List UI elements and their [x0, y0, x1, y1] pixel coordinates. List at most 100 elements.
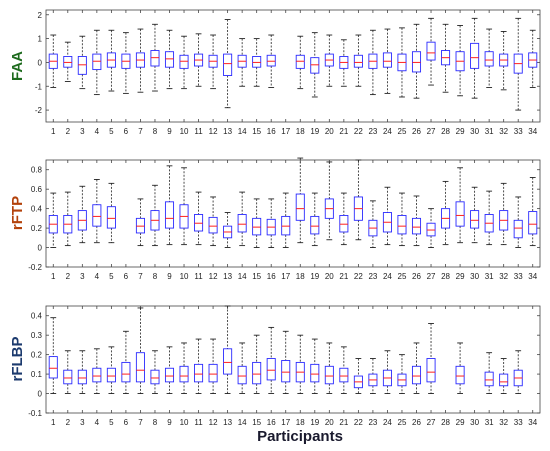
box-22 [353, 159, 363, 241]
x-tick-label: 10 [180, 418, 189, 427]
box-17 [281, 192, 291, 248]
iqr-box [150, 369, 160, 385]
iqr-box [208, 363, 218, 383]
box-14 [237, 191, 247, 247]
box-30 [470, 186, 480, 244]
iqr-box [513, 219, 523, 239]
box-20 [324, 34, 334, 87]
box-25 [397, 27, 407, 98]
x-tick-label: 20 [325, 127, 334, 136]
x-tick-label: 11 [194, 127, 203, 136]
plot-area [45, 159, 541, 268]
x-tick-label: 30 [470, 272, 479, 281]
x-tick-label: 1 [51, 418, 56, 427]
y-axis-label: rFTP [9, 196, 26, 230]
x-tick-label: 24 [383, 127, 392, 136]
box-11 [194, 338, 204, 394]
x-tick-label: 5 [109, 418, 114, 427]
x-tick-label: 30 [470, 418, 479, 427]
box-16 [266, 198, 276, 248]
x-tick-label: 3 [80, 272, 85, 281]
x-tick-label: 30 [470, 127, 479, 136]
x-tick-label: 19 [310, 127, 319, 136]
box-2 [63, 191, 73, 247]
x-tick-label: 22 [354, 127, 363, 136]
x-tick-label: 16 [267, 127, 276, 136]
box-21 [339, 346, 349, 394]
x-tick-label: 17 [281, 127, 290, 136]
y-tick-label: 0 [38, 244, 43, 253]
box-11 [194, 191, 204, 246]
box-27 [426, 208, 436, 248]
iqr-box [310, 57, 320, 74]
y-tick-label: -0.1 [28, 409, 42, 418]
x-tick-label: 24 [383, 272, 392, 281]
box-1 [48, 192, 58, 248]
box-19 [310, 192, 320, 247]
x-tick-label: 2 [66, 127, 71, 136]
x-tick-label: 16 [267, 418, 276, 427]
box-14 [237, 38, 247, 87]
box-13 [223, 212, 233, 248]
x-tick-label: 7 [138, 272, 143, 281]
iqr-box [252, 56, 262, 68]
iqr-box [266, 54, 276, 67]
y-tick-label: 0.2 [31, 224, 43, 233]
x-tick-label: 9 [167, 418, 172, 427]
iqr-box [470, 210, 480, 229]
box-33 [513, 350, 523, 394]
box-23 [368, 29, 378, 96]
box-34 [528, 29, 538, 88]
x-tick-label: 17 [281, 418, 290, 427]
iqr-box [92, 53, 102, 71]
x-tick-label: 18 [296, 272, 305, 281]
x-tick-label: 25 [398, 418, 407, 427]
y-axis-label: rFLBP [9, 337, 26, 382]
box-32 [499, 182, 509, 246]
x-tick-label: 29 [456, 127, 465, 136]
x-tick-label: 17 [281, 272, 290, 281]
iqr-box [106, 206, 116, 229]
x-tick-label: 22 [354, 418, 363, 427]
y-tick-label: 1 [38, 35, 43, 44]
box-8 [150, 23, 160, 92]
x-tick-label: 23 [368, 418, 377, 427]
x-tick-label: 33 [514, 418, 523, 427]
x-tick-label: 12 [209, 127, 218, 136]
iqr-box [179, 54, 189, 69]
x-tick-label: 9 [167, 272, 172, 281]
x-tick-label: 6 [124, 127, 129, 136]
x-tick-label: 3 [80, 127, 85, 136]
y-tick-label: 0.3 [31, 331, 43, 340]
box-6 [121, 32, 131, 94]
x-tick-label: 14 [238, 418, 247, 427]
box-22 [353, 34, 363, 87]
x-tick-label: 34 [528, 272, 537, 281]
panel-3: -0.100.10.20.30.41 2 3 4 5 6 7 8 9 10 11 12 13 14 15 16… [9, 305, 541, 427]
iqr-box [339, 367, 349, 383]
iqr-box [310, 215, 320, 235]
x-tick-label: 1 [51, 127, 56, 136]
box-31 [484, 352, 494, 394]
box-6 [121, 330, 131, 394]
x-tick-label: 25 [398, 272, 407, 281]
x-tick-label: 4 [95, 418, 100, 427]
x-tick-label: 26 [412, 272, 421, 281]
box-9 [164, 165, 175, 246]
iqr-box [411, 217, 422, 235]
box-30 [470, 17, 480, 99]
box-3 [77, 185, 87, 244]
iqr-box [164, 201, 175, 229]
x-tick-label: 19 [310, 418, 319, 427]
x-tick-label: 18 [296, 127, 305, 136]
box-7 [135, 307, 145, 394]
box-2 [63, 350, 73, 394]
x-tick-label: 10 [180, 127, 189, 136]
box-21 [339, 39, 349, 87]
iqr-box [92, 367, 102, 383]
iqr-box [266, 358, 276, 381]
box-28 [441, 23, 451, 93]
box-17 [281, 330, 291, 394]
iqr-box [121, 361, 131, 383]
x-axis-label: Participants [257, 428, 343, 445]
